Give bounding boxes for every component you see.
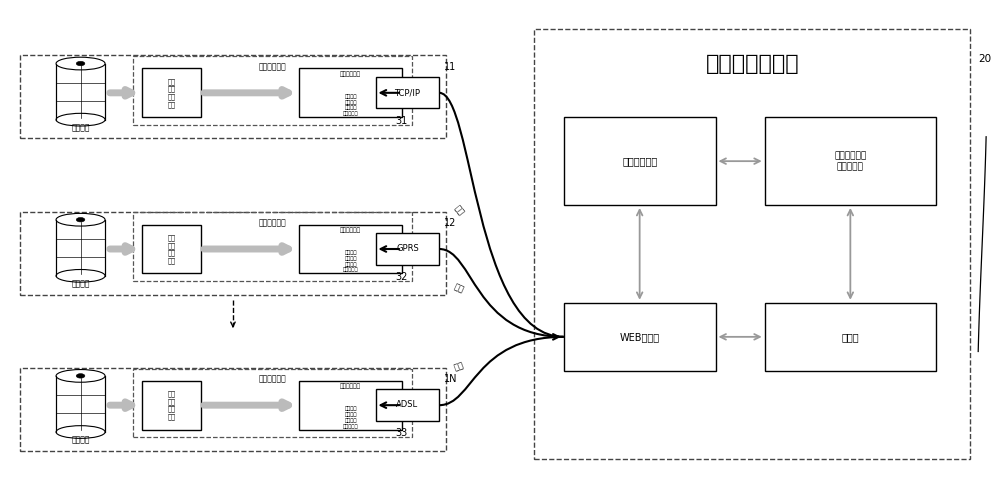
Text: 接收天线: 接收天线 xyxy=(71,436,90,445)
Bar xyxy=(142,381,201,430)
Ellipse shape xyxy=(76,218,85,222)
Ellipse shape xyxy=(56,426,105,438)
Ellipse shape xyxy=(56,213,105,226)
Text: 12: 12 xyxy=(444,218,457,228)
Bar xyxy=(133,369,412,437)
Bar xyxy=(56,220,105,276)
Text: 数据处理中心站: 数据处理中心站 xyxy=(706,54,799,74)
Text: 接收天线: 接收天线 xyxy=(71,123,90,132)
Ellipse shape xyxy=(76,374,85,378)
Bar xyxy=(765,303,936,371)
Text: 探测仪处理端: 探测仪处理端 xyxy=(258,62,286,71)
Ellipse shape xyxy=(76,61,85,66)
Text: 天线
接收
信道
采集: 天线 接收 信道 采集 xyxy=(168,234,176,264)
Bar xyxy=(376,389,439,421)
Bar xyxy=(133,56,412,124)
Bar xyxy=(564,117,716,205)
Bar xyxy=(299,225,402,273)
Bar xyxy=(376,77,439,109)
Text: 33: 33 xyxy=(395,428,407,438)
Bar xyxy=(133,212,412,281)
Bar xyxy=(20,368,446,451)
Text: 数据库: 数据库 xyxy=(842,332,859,342)
Text: 11: 11 xyxy=(444,62,456,72)
Bar xyxy=(56,64,105,120)
Text: 探测仪处理端: 探测仪处理端 xyxy=(258,218,286,227)
Text: 系统检测及运
行控制管理: 系统检测及运 行控制管理 xyxy=(834,151,866,171)
Text: 数据处理单元: 数据处理单元 xyxy=(340,383,361,389)
Bar xyxy=(142,68,201,117)
Bar xyxy=(765,117,936,205)
Ellipse shape xyxy=(56,57,105,70)
Text: （预处理
自检控制
本地存储
数据传输）: （预处理 自检控制 本地存储 数据传输） xyxy=(343,94,358,116)
Ellipse shape xyxy=(56,269,105,282)
Bar xyxy=(142,225,201,273)
Text: （预处理
自检控制
本地存储
数据传输）: （预处理 自检控制 本地存储 数据传输） xyxy=(343,250,358,272)
Text: ADSL: ADSL xyxy=(396,400,418,409)
Ellipse shape xyxy=(56,114,105,126)
Text: （预处理
自检控制
本地存储
数据传输）: （预处理 自检控制 本地存储 数据传输） xyxy=(343,406,358,429)
Text: 31: 31 xyxy=(395,116,407,126)
Bar xyxy=(376,233,439,264)
Text: 网络: 网络 xyxy=(452,203,465,217)
Bar xyxy=(564,303,716,371)
Text: 网络: 网络 xyxy=(453,360,465,372)
Text: 数据处理单元: 数据处理单元 xyxy=(340,71,361,77)
Bar xyxy=(20,212,446,295)
Text: GPRS: GPRS xyxy=(396,244,419,253)
Text: 1N: 1N xyxy=(444,374,458,384)
Text: 20: 20 xyxy=(978,54,991,64)
Text: 接收天线: 接收天线 xyxy=(71,279,90,288)
Text: 数据处理单元: 数据处理单元 xyxy=(340,228,361,233)
Text: 天线
接收
信道
采集: 天线 接收 信道 采集 xyxy=(168,390,176,420)
Text: WEB服务器: WEB服务器 xyxy=(620,332,660,342)
Text: 32: 32 xyxy=(395,272,407,282)
Bar xyxy=(299,381,402,430)
Bar xyxy=(534,29,970,459)
Ellipse shape xyxy=(56,370,105,382)
Text: 网络: 网络 xyxy=(452,282,465,294)
Text: 三维位置解算: 三维位置解算 xyxy=(622,156,657,166)
Text: 天线
接收
信道
采集: 天线 接收 信道 采集 xyxy=(168,78,176,108)
Bar xyxy=(299,68,402,117)
Text: TCP/IP: TCP/IP xyxy=(394,88,420,97)
Bar xyxy=(20,55,446,138)
Text: 探测仪处理端: 探测仪处理端 xyxy=(258,374,286,383)
Bar xyxy=(56,376,105,432)
